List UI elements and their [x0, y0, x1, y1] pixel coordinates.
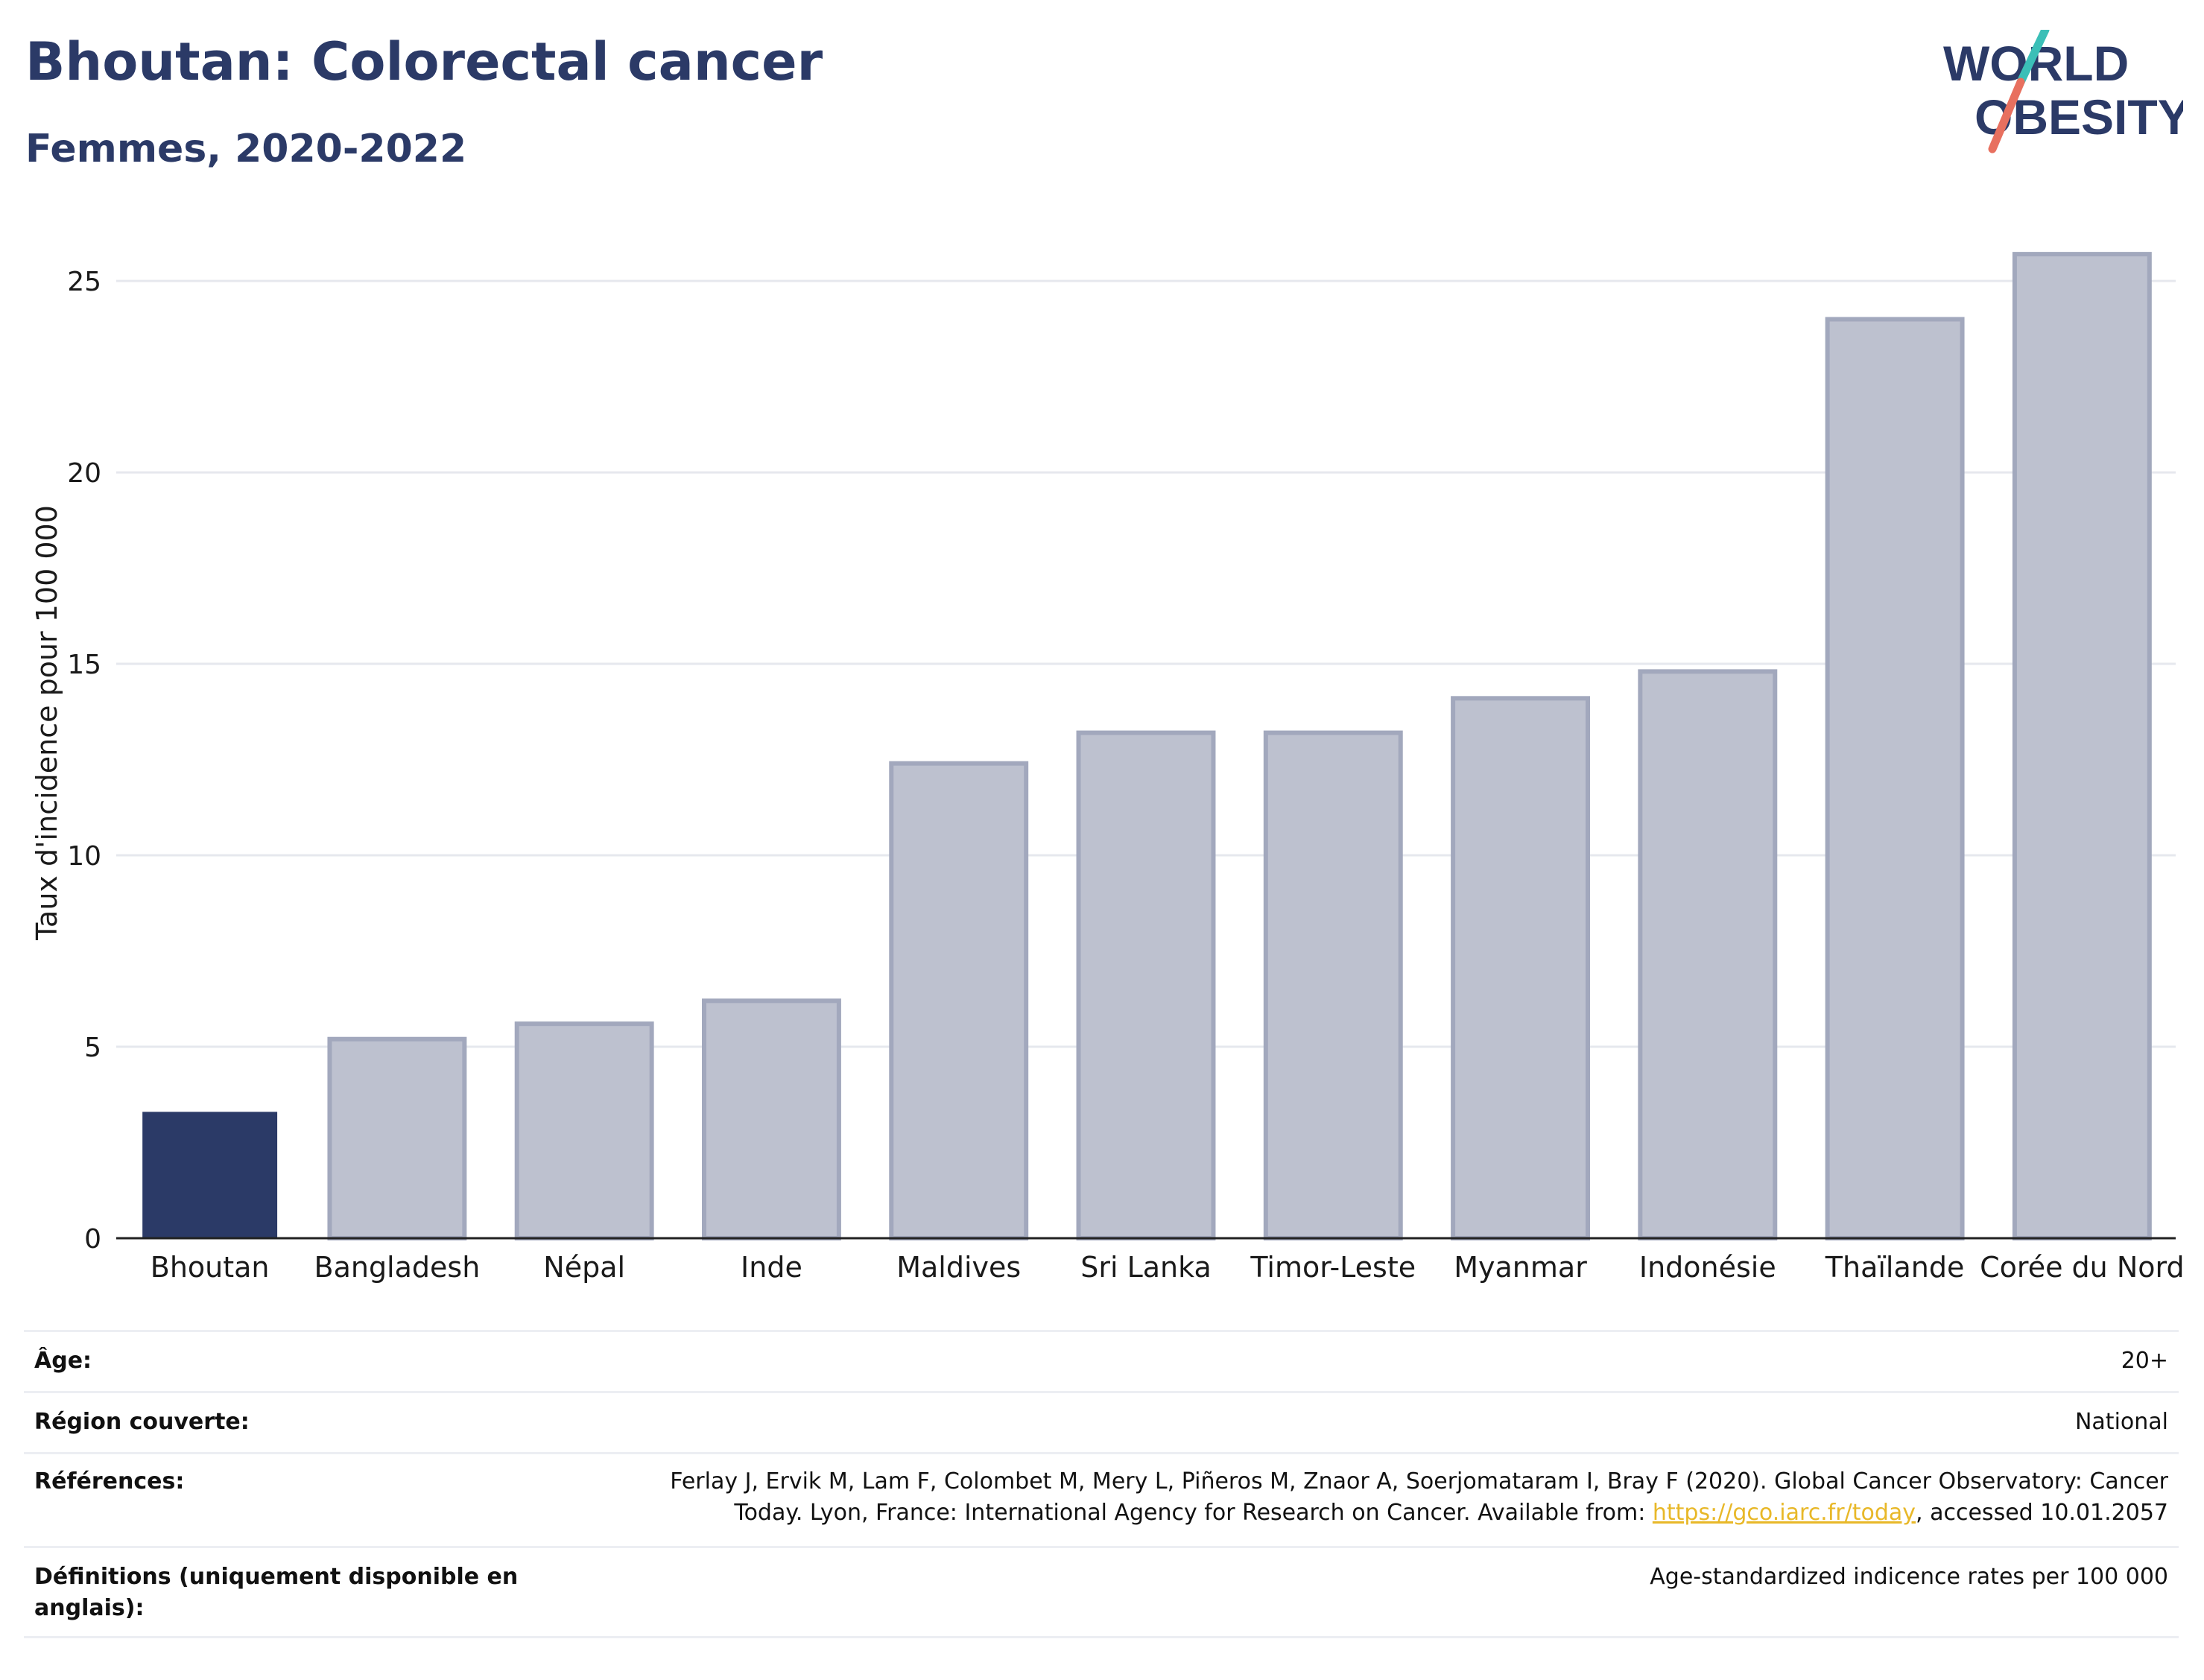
y-tick-label: 10 — [67, 841, 101, 872]
info-value-region: National — [2074, 1409, 2168, 1435]
x-tick-label: Maldives — [896, 1251, 1021, 1284]
bar-n-pal[interactable] — [514, 1021, 654, 1241]
y-tick-label: 5 — [84, 1033, 101, 1063]
x-tick-label: Thaïlande — [1825, 1251, 1965, 1284]
info-label-definitions: Définitions (uniquement disponible en an… — [34, 1564, 519, 1621]
x-tick-label: Indonésie — [1639, 1251, 1776, 1284]
y-axis-label: Taux d'incidence pour 100 000 — [31, 505, 63, 941]
info-row-definitions: Définitions (uniquement disponible en an… — [24, 1546, 2179, 1638]
info-value-references: Ferlay J, Ervik M, Lam F, Colombet M, Me… — [556, 1466, 2168, 1529]
info-label-age: Âge: — [34, 1348, 92, 1374]
y-tick-label: 0 — [84, 1224, 101, 1255]
chart-title: Bhoutan: Colorectal cancer — [25, 31, 823, 92]
bar-bangladesh[interactable] — [327, 1036, 467, 1240]
bar-bhoutan[interactable] — [142, 1112, 278, 1238]
bar-cor-e-du-nord[interactable] — [2012, 252, 2152, 1241]
references-link[interactable]: https://gco.iarc.fr/today — [1652, 1500, 1916, 1526]
bar-myanmar[interactable] — [1451, 696, 1591, 1240]
info-table: Âge: 20+ Région couverte: National Référ… — [24, 1330, 2179, 1638]
x-tick-label: Bhoutan — [151, 1251, 270, 1284]
info-value-definitions: Age-standardized indicence rates per 100… — [1650, 1564, 2168, 1590]
chart-subtitle: Femmes, 2020-2022 — [25, 127, 467, 171]
bar-chart: 0 5 10 15 20 25 Bhoutan Bangladesh Népal Inde Mald… — [31, 252, 2185, 1284]
y-tick-label: 15 — [67, 650, 101, 680]
logo-slash-teal — [2016, 30, 2050, 86]
x-tick-label: Myanmar — [1454, 1251, 1587, 1284]
x-tick-label: Népal — [543, 1251, 625, 1284]
bar-timor-leste[interactable] — [1263, 730, 1403, 1240]
bar-inde[interactable] — [701, 998, 841, 1240]
bar-maldives[interactable] — [889, 761, 1029, 1240]
logo-slash-coral — [1988, 77, 2025, 153]
x-tick-label: Timor-Leste — [1250, 1251, 1416, 1284]
info-label-references: Références: — [34, 1468, 185, 1494]
references-text: Ferlay J, Ervik M, Lam F, Colombet M, Me… — [670, 1468, 2168, 1526]
y-tick-label: 25 — [67, 267, 101, 297]
info-label-region: Région couverte: — [34, 1409, 250, 1435]
bars-layer — [142, 252, 2152, 1241]
bar-tha-lande[interactable] — [1825, 317, 1965, 1240]
info-value-age: 20+ — [2121, 1348, 2168, 1374]
x-tick-label: Inde — [741, 1251, 802, 1284]
x-tick-label: Bangladesh — [314, 1251, 481, 1284]
info-row-references: Références: Ferlay J, Ervik M, Lam F, Co… — [24, 1452, 2179, 1546]
references-accessed: , accessed 10.01.2057 — [1916, 1500, 2168, 1526]
axis-layer: 0 5 10 15 20 25 Bhoutan Bangladesh Népal Inde Mald… — [67, 267, 2184, 1284]
info-row-region: Région couverte: National — [24, 1391, 2179, 1452]
bar-indon-sie[interactable] — [1638, 669, 1778, 1240]
y-tick-label: 20 — [67, 458, 101, 489]
world-obesity-logo: WORLD OBESITY — [1943, 30, 2183, 153]
x-tick-label: Corée du Nord — [1980, 1251, 2184, 1284]
bar-sri-lanka[interactable] — [1076, 730, 1216, 1240]
info-row-age: Âge: 20+ — [24, 1330, 2179, 1391]
x-tick-label: Sri Lanka — [1080, 1251, 1212, 1284]
